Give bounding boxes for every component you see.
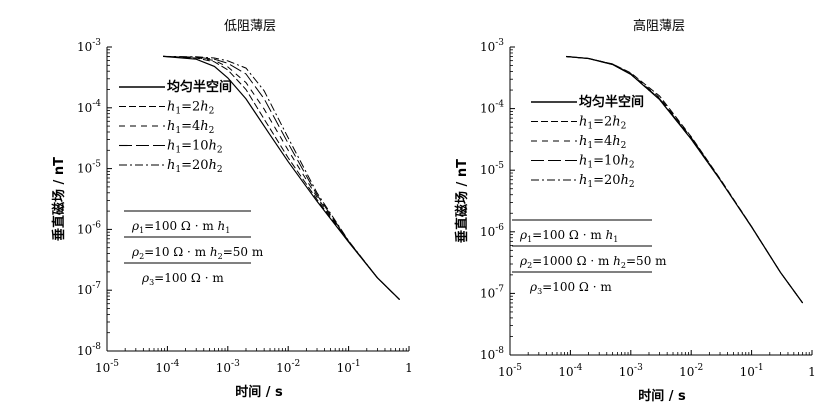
legend-label-2: h1=2h2 (167, 100, 214, 117)
x-tick-label: 10-5 (498, 363, 522, 379)
y-axis-label: 垂直磁场 / nT (454, 159, 470, 243)
legend: 均匀半空间 h1=2h2 h1=4h2 h1=10h2 h1=20h2 (119, 79, 232, 175)
x-tick-label: 10-5 (95, 359, 119, 375)
x-axis-label: 时间 / s (638, 388, 686, 404)
legend: 均匀半空间 h1=2h2 h1=4h2 h1=10h2 h1=20h2 (531, 94, 644, 190)
y-tick-label: 10-6 (77, 220, 101, 236)
layer-label-1: ρ1=100 Ω · m h1 (519, 228, 618, 244)
legend-label-5: h1=20h2 (167, 158, 223, 175)
series-line-5 (566, 56, 804, 304)
x-tick-label: 10-1 (337, 359, 361, 375)
legend-label-5: h1=20h2 (579, 173, 635, 190)
legend-label-3: h1=4h2 (579, 134, 626, 151)
y-tick-label: 10-7 (77, 281, 101, 297)
y-tick-label: 10-3 (77, 38, 101, 54)
x-tick-label: 10-2 (276, 359, 300, 375)
series-line-4 (163, 55, 400, 300)
series-line-3 (163, 55, 400, 300)
y-axis-label: 垂直磁场 / nT (51, 157, 67, 241)
x-axis-label: 时间 / s (235, 384, 283, 400)
chart-title: 高阻薄层 (633, 18, 685, 34)
x-tick-label: 1 (405, 361, 413, 375)
x-tick-label: 10-3 (216, 359, 240, 375)
layer-label-1: ρ1=100 Ω · m h1 (131, 219, 230, 235)
legend-label-1: 均匀半空间 (167, 79, 232, 95)
y-tick-label: 10-5 (77, 160, 101, 176)
y-tick-label: 10-8 (480, 346, 504, 362)
y-tick-label: 10-7 (480, 284, 504, 300)
layer-model-box: ρ1=100 Ω · m h1 ρ2=1000 Ω · m h2=50 m ρ3=1… (512, 219, 667, 296)
layer-label-2: ρ2=1000 Ω · m h2=50 m (519, 254, 667, 270)
layer-label-2: ρ2=10 Ω · m h2=50 m (131, 245, 264, 261)
legend-label-4: h1=10h2 (579, 154, 635, 171)
legend-label-3: h1=4h2 (167, 119, 214, 136)
layer-model-box: ρ1=100 Ω · m h1 ρ2=10 Ω · m h2=50 m ρ3=100… (124, 210, 264, 287)
y-tick-label: 10-5 (480, 161, 504, 177)
x-tick-label: 10-2 (679, 363, 703, 379)
legend-label-2: h1=2h2 (579, 115, 626, 132)
x-tick-label: 10-3 (619, 363, 643, 379)
x-tick-label: 10-4 (155, 359, 179, 375)
x-tick-label: 1 (808, 365, 816, 379)
layer-label-3: ρ3=100 Ω · m (141, 271, 224, 287)
chart-title: 低阻薄层 (224, 19, 276, 34)
y-tick-label: 10-8 (77, 342, 101, 358)
x-tick-label: 10-1 (740, 363, 764, 379)
x-tick-label: 10-4 (558, 363, 582, 379)
legend-label-1: 均匀半空间 (579, 94, 644, 110)
y-tick-label: 10-4 (77, 99, 101, 115)
series-line-5 (163, 55, 400, 300)
chart-panel-1: 10-5 10-4 10-3 10-2 10-1 1 10-8 10-7 10-6 10-5 10-… (51, 19, 413, 400)
chart-panel-2: 10-5 10-4 10-3 10-2 10-1 1 10-8 10-7 10-6 10-5 10-… (454, 18, 816, 404)
legend-label-4: h1=10h2 (167, 139, 223, 156)
y-tick-label: 10-4 (480, 100, 504, 116)
y-tick-label: 10-6 (480, 223, 504, 239)
y-tick-label: 10-3 (480, 38, 504, 54)
layer-label-3: ρ3=100 Ω · m (529, 280, 612, 296)
